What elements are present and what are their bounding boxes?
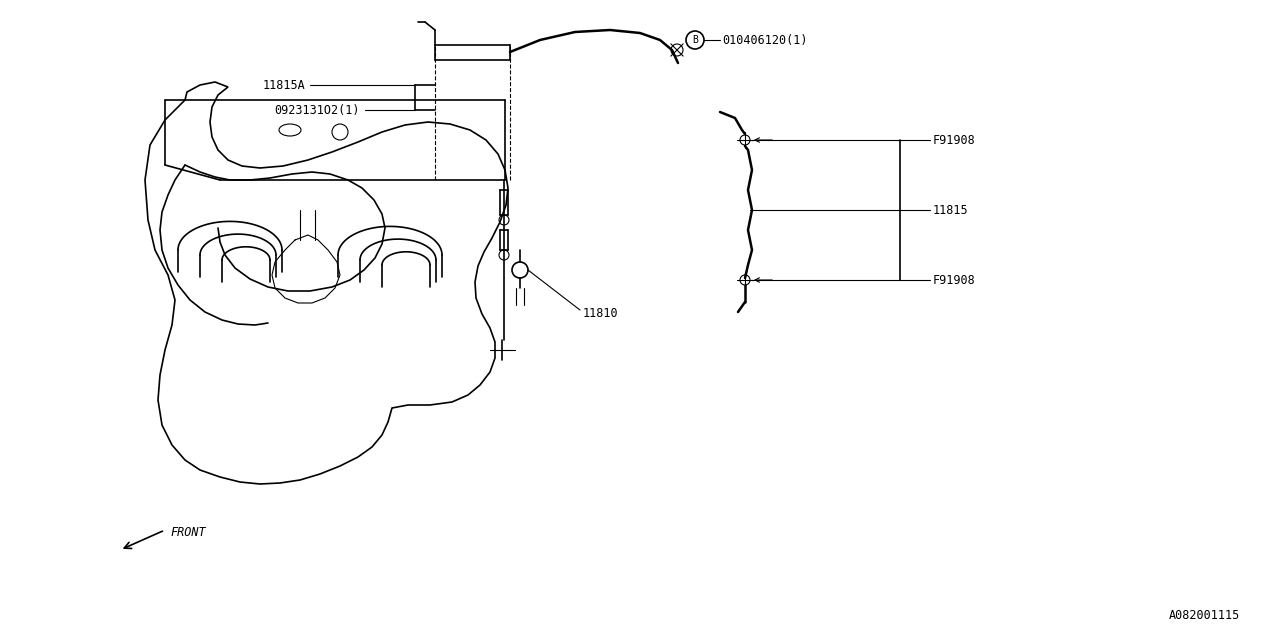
Text: FRONT: FRONT	[170, 525, 206, 538]
Text: 11810: 11810	[582, 307, 618, 319]
Text: A082001115: A082001115	[1169, 609, 1240, 622]
Text: F91908: F91908	[933, 134, 975, 147]
Text: 010406120(1): 010406120(1)	[722, 33, 808, 47]
Text: 11815: 11815	[933, 204, 969, 216]
Text: 0923131O2(1): 0923131O2(1)	[274, 104, 360, 116]
Text: 11815A: 11815A	[262, 79, 305, 92]
Text: F91908: F91908	[933, 273, 975, 287]
Text: B: B	[692, 35, 698, 45]
